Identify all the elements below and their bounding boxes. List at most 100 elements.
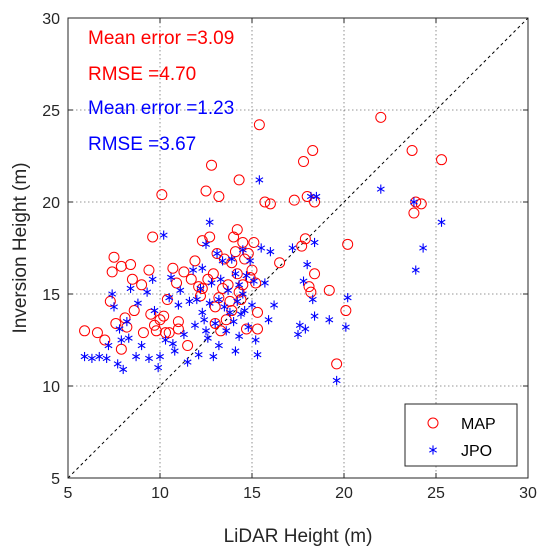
jpo-point xyxy=(150,305,159,316)
map-point xyxy=(196,235,208,247)
jpo-point xyxy=(288,243,297,253)
asterisk-stroke xyxy=(411,267,420,273)
asterisk-stroke xyxy=(183,359,192,365)
jpo-point xyxy=(253,350,262,360)
map-point xyxy=(213,190,225,202)
asterisk-stroke xyxy=(124,335,133,341)
asterisk-stroke xyxy=(122,318,131,325)
jpo-point xyxy=(225,307,234,317)
y-tick-label: 5 xyxy=(51,471,60,488)
jpo-point xyxy=(264,315,273,325)
jpo-point xyxy=(301,324,310,334)
asterisk-stroke xyxy=(301,326,310,332)
map-point xyxy=(342,238,354,250)
map-point xyxy=(331,358,343,370)
jpo-point xyxy=(87,353,96,363)
jpo-point xyxy=(376,184,385,194)
jpo-point xyxy=(409,197,418,207)
jpo-point xyxy=(170,346,179,356)
asterisk-stroke xyxy=(95,353,104,360)
map-point xyxy=(148,319,160,331)
legend: MAP JPO xyxy=(404,403,518,467)
jpo-point xyxy=(176,285,185,295)
map-point xyxy=(309,268,321,280)
jpo-point xyxy=(154,363,163,373)
map-point xyxy=(104,295,116,307)
asterisk-stroke xyxy=(236,311,245,317)
jpo-point xyxy=(203,333,212,343)
asterisk-stroke xyxy=(288,245,297,251)
jpo-point xyxy=(126,283,135,294)
asterisk-stroke xyxy=(229,318,238,325)
map-point xyxy=(106,266,118,278)
jpo-point xyxy=(343,293,352,303)
axis-ticks: 5 10 15 20 25 30 5 10 15 20 25 30 xyxy=(42,11,537,502)
asterisk-stroke xyxy=(213,250,222,257)
asterisk-stroke xyxy=(119,366,128,373)
asterisk-stroke xyxy=(308,296,317,303)
asterisk-stroke xyxy=(154,364,163,371)
map-point xyxy=(207,268,219,280)
jpo-point xyxy=(165,293,174,303)
jpo-point xyxy=(207,278,216,288)
map-point xyxy=(200,185,212,197)
map-point xyxy=(301,190,313,202)
asterisk-stroke xyxy=(159,232,168,238)
map-mean-error-annotation: Mean error =3.09 xyxy=(88,28,234,49)
map-point xyxy=(211,248,223,260)
jpo-point xyxy=(185,296,194,306)
jpo-mean-error-annotation: Mean error =1.23 xyxy=(88,98,234,119)
asterisk-stroke xyxy=(253,352,262,358)
jpo-point xyxy=(104,340,113,351)
y-tick-label: 10 xyxy=(42,379,60,396)
jpo-point xyxy=(299,276,308,286)
asterisk-stroke xyxy=(264,317,273,323)
legend-marker-jpo xyxy=(429,445,437,455)
map-point xyxy=(340,305,352,317)
map-point xyxy=(299,233,311,245)
jpo-point xyxy=(196,283,205,294)
jpo-point xyxy=(238,245,247,255)
asterisk-stroke xyxy=(429,447,437,453)
asterisk-stroke xyxy=(196,285,205,292)
map-point xyxy=(244,271,256,283)
series-jpo xyxy=(80,175,446,386)
asterisk-stroke xyxy=(200,317,209,323)
jpo-point xyxy=(119,364,128,375)
map-point xyxy=(108,251,120,263)
asterisk-stroke xyxy=(194,352,203,358)
x-tick-label: 5 xyxy=(64,485,73,502)
jpo-point xyxy=(202,326,210,336)
map-point xyxy=(406,144,418,156)
asterisk-stroke xyxy=(148,276,157,282)
asterisk-stroke xyxy=(343,295,352,301)
jpo-point xyxy=(137,340,146,351)
asterisk-stroke xyxy=(251,337,260,343)
asterisk-stroke xyxy=(257,245,266,251)
map-point xyxy=(296,240,308,252)
asterisk-stroke xyxy=(227,256,236,262)
asterisk-stroke xyxy=(133,300,142,306)
jpo-point xyxy=(192,294,201,305)
map-point xyxy=(163,327,175,339)
legend-circle xyxy=(427,417,439,429)
map-point xyxy=(305,286,317,298)
asterisk-stroke xyxy=(242,272,251,279)
asterisk-stroke xyxy=(266,249,275,255)
asterisk-stroke xyxy=(202,328,210,334)
map-point xyxy=(259,196,271,208)
jpo-point xyxy=(341,322,350,332)
asterisk-stroke xyxy=(189,267,198,273)
jpo-point xyxy=(332,375,341,386)
asterisk-stroke xyxy=(437,219,446,225)
jpo-point xyxy=(229,317,238,327)
map-point xyxy=(228,231,240,243)
map-point xyxy=(128,305,140,317)
asterisk-stroke xyxy=(132,353,141,360)
jpo-point xyxy=(266,247,275,257)
asterisk-stroke xyxy=(224,287,233,293)
map-point xyxy=(154,314,166,326)
asterisk-stroke xyxy=(249,278,258,284)
asterisk-stroke xyxy=(248,302,256,308)
